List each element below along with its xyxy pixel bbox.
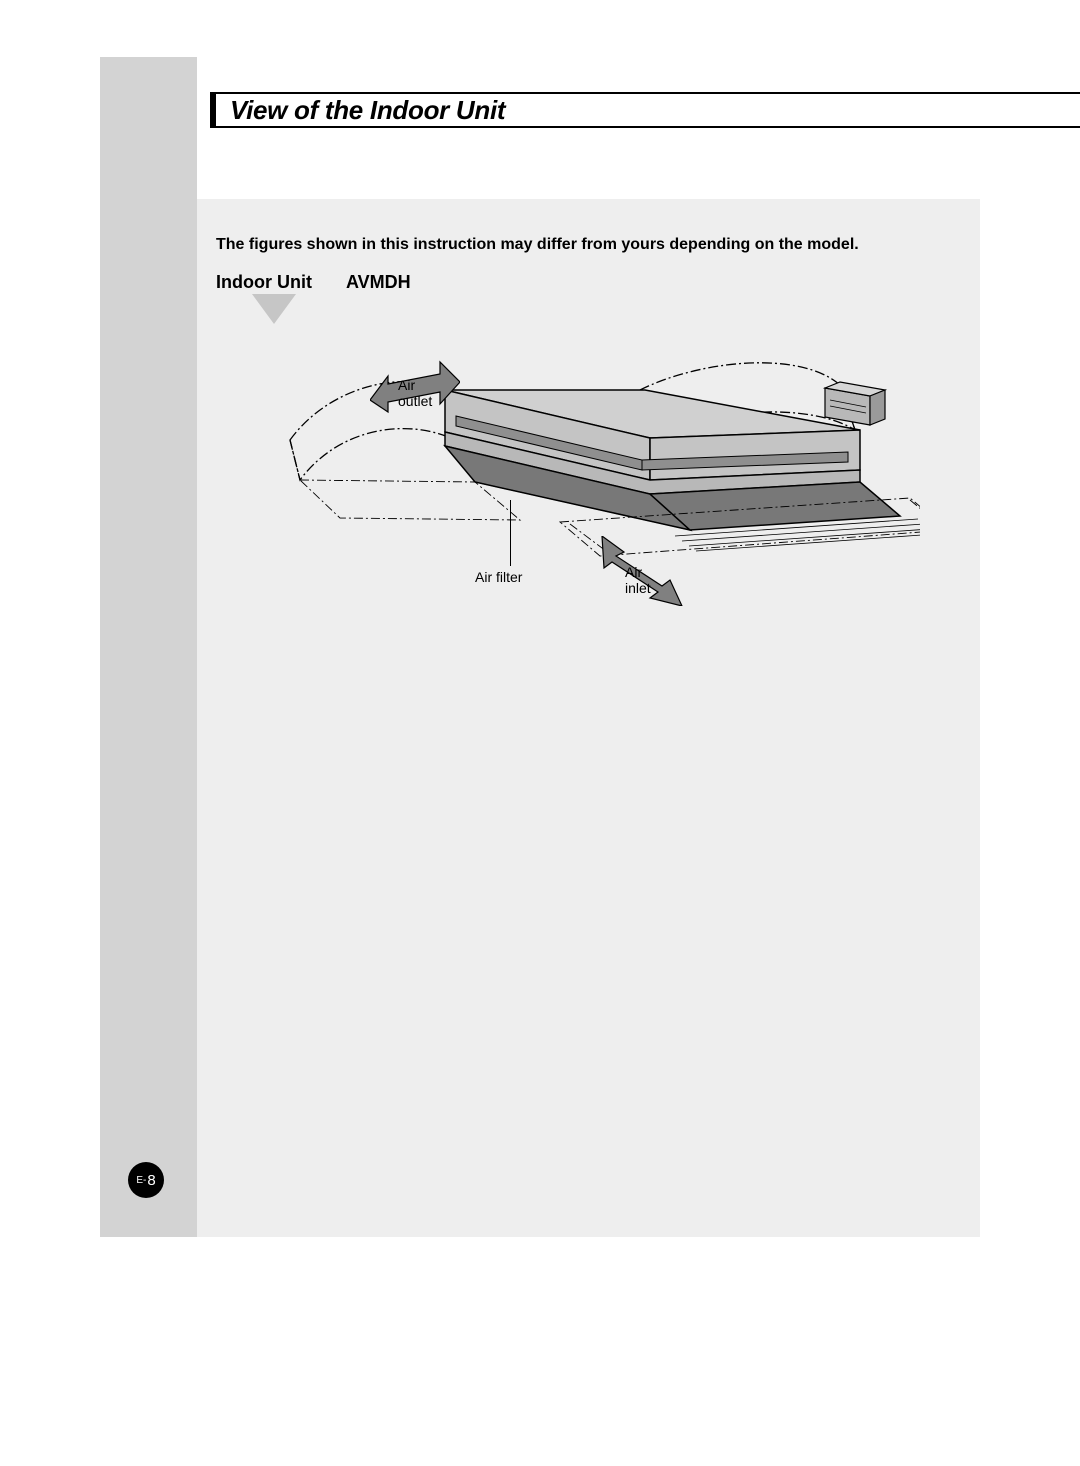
sidebar-grey-block xyxy=(100,57,197,1237)
air-outlet-label: Air outlet xyxy=(398,377,432,409)
section-model: AVMDH xyxy=(346,272,411,293)
header-bar: View of the Indoor Unit xyxy=(210,92,1080,128)
section-label: Indoor Unit xyxy=(216,272,312,293)
page-number: 8 xyxy=(147,1172,155,1189)
page-title: View of the Indoor Unit xyxy=(230,95,505,126)
section-marker-triangle-icon xyxy=(252,294,296,324)
model-note: The figures shown in this instruction ma… xyxy=(216,236,859,254)
air-filter-leader-line xyxy=(510,500,511,566)
air-filter-label: Air filter xyxy=(475,569,522,585)
air-inlet-label: Air inlet xyxy=(625,564,651,596)
page-number-badge: E-8 xyxy=(128,1162,164,1198)
section-row: Indoor Unit AVMDH xyxy=(216,272,411,293)
page-prefix: E- xyxy=(136,1175,146,1186)
